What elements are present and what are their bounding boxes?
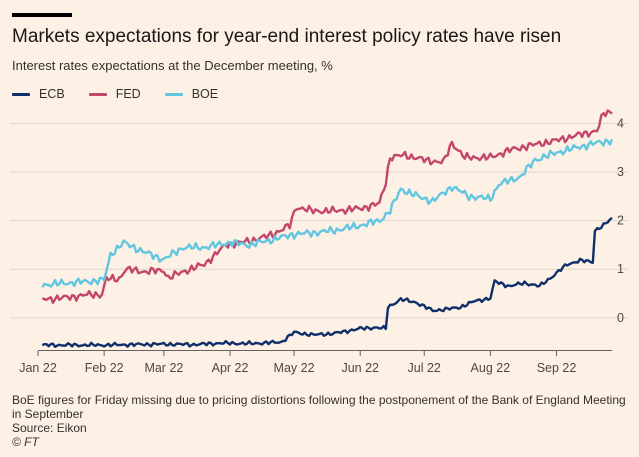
legend-swatch-fed	[88, 92, 107, 96]
legend-label-ecb: ECB	[39, 87, 65, 101]
source-note: Source: Eikon	[12, 421, 87, 435]
chart-title: Markets expectations for year-end intere…	[12, 26, 562, 47]
x-tick-label: Feb 22	[85, 361, 124, 375]
x-tick-label: Sep 22	[537, 361, 577, 375]
legend-label-boe: BOE	[191, 87, 219, 101]
x-tick-label: May 22	[274, 361, 315, 375]
x-tick-label: Jan 22	[19, 361, 57, 375]
y-tick-label: 0	[617, 311, 624, 325]
legend-label-fed: FED	[115, 87, 141, 101]
chart-subtitle: Interest rates expectations at the Decem…	[12, 58, 333, 73]
legend-swatch-boe	[164, 92, 183, 96]
y-tick-label: 1	[617, 262, 624, 276]
x-tick-label: Apr 22	[212, 361, 249, 375]
x-tick-label: Aug 22	[471, 361, 511, 375]
chart-legend: ECB FED BOE	[12, 86, 242, 102]
line-chart: 0 1 2 3 4 Jan 22 Feb 22 Mar 22 Apr 22 May 22 Jun 2…	[10, 109, 628, 375]
series-line-fed	[41, 109, 613, 304]
x-tick-label: Jun 22	[341, 361, 379, 375]
y-tick-label: 2	[617, 214, 624, 228]
copyright: © FT	[12, 435, 39, 449]
y-tick-label: 3	[617, 165, 624, 179]
chart-footer: BoE figures for Friday missing due to pr…	[12, 393, 627, 449]
legend-swatch-ecb	[12, 92, 30, 96]
x-tick-label: Jul 22	[408, 361, 441, 375]
legend-item-fed: FED	[88, 87, 141, 101]
series-line-ecb	[41, 216, 613, 348]
legend-item-ecb: ECB	[12, 87, 65, 101]
legend-item-boe: BOE	[164, 87, 219, 101]
y-tick-label: 4	[617, 116, 624, 130]
ft-top-bar	[12, 13, 72, 17]
series-line-boe	[41, 138, 614, 289]
footnote: BoE figures for Friday missing due to pr…	[12, 393, 626, 421]
x-tick-label: Mar 22	[144, 361, 183, 375]
